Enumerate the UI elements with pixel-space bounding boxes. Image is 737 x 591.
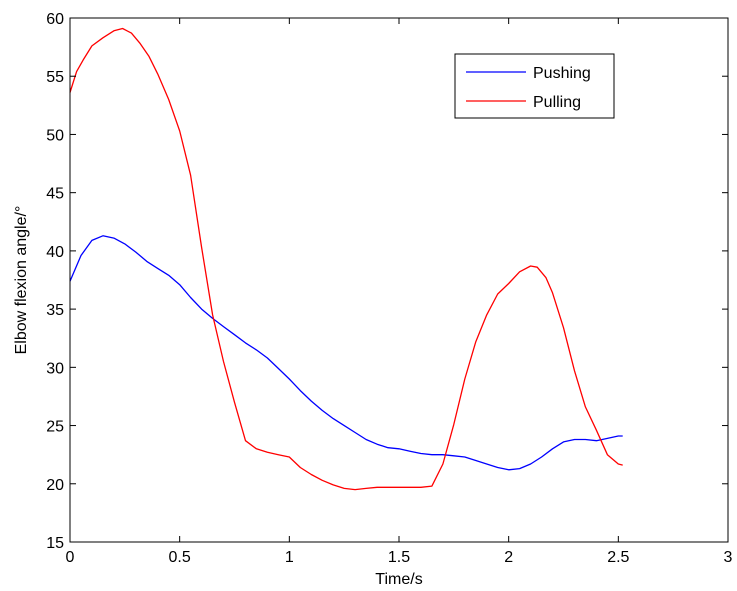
y-tick-label: 15 [46, 535, 64, 552]
plot-area-background [70, 18, 728, 542]
x-tick-label: 2.5 [607, 549, 629, 566]
y-tick-label: 20 [46, 477, 64, 494]
x-tick-label: 3 [724, 549, 733, 566]
legend-label-pulling: Pulling [533, 94, 581, 111]
y-tick-label: 60 [46, 11, 64, 28]
x-tick-label: 2 [504, 549, 513, 566]
x-tick-label: 1.5 [388, 549, 410, 566]
y-tick-label: 25 [46, 419, 64, 436]
series-line-pushing [69, 235, 623, 471]
y-axis-ticks: 15 20 25 30 35 40 45 50 55 60 [46, 11, 728, 552]
legend-label-pushing: Pushing [533, 65, 591, 82]
x-tick-label: 1 [285, 549, 294, 566]
y-axis-label: Elbow flexion angle/° [13, 206, 30, 355]
x-axis-ticks: 0 0.5 1 1.5 2 2.5 3 [66, 18, 733, 566]
y-tick-label: 30 [46, 360, 64, 377]
legend-box [454, 53, 615, 119]
y-tick-label: 45 [46, 186, 64, 203]
x-axis-label: Time/s [375, 571, 422, 588]
y-tick-label: 55 [46, 69, 64, 86]
series-layer [69, 27, 623, 491]
legend: Pushing Pulling [454, 53, 615, 119]
x-tick-label: 0 [66, 549, 75, 566]
y-tick-label: 50 [46, 127, 64, 144]
series-line-pulling [69, 27, 623, 491]
y-tick-label: 40 [46, 244, 64, 261]
y-tick-label: 35 [46, 302, 64, 319]
x-tick-label: 0.5 [169, 549, 191, 566]
